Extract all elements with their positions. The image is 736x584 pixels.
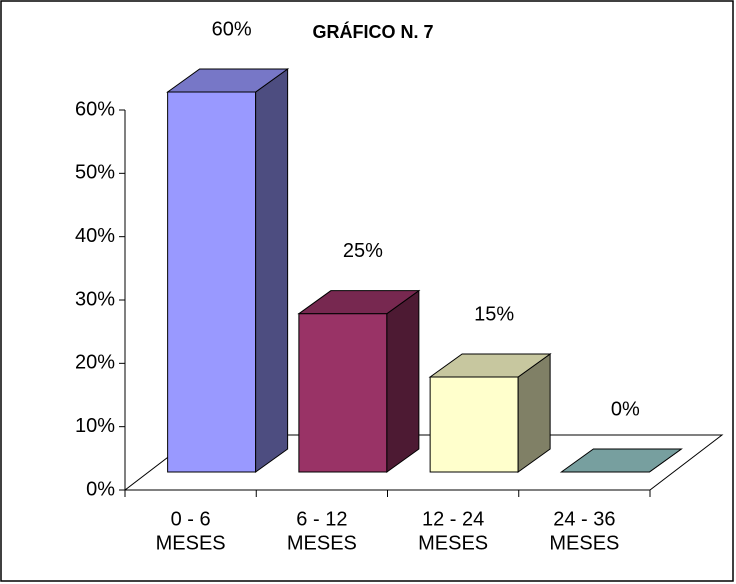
data-label: 0%	[611, 398, 640, 420]
chart-title: GRÁFICO N. 7	[312, 21, 433, 42]
x-tick-label: 6 - 12	[296, 508, 347, 530]
data-label: 60%	[212, 18, 252, 40]
y-tick-label: 60%	[75, 98, 115, 120]
x-tick-label: MESES	[156, 532, 226, 554]
y-tick-label: 0%	[86, 478, 115, 500]
x-tick-label: 12 - 24	[422, 508, 484, 530]
x-tick-label: MESES	[287, 532, 357, 554]
bar-side	[255, 68, 289, 473]
bar-top	[297, 290, 421, 315]
x-tick-label: MESES	[418, 532, 488, 554]
y-tick-label: 10%	[75, 415, 115, 437]
data-label: 15%	[474, 303, 514, 325]
bar-front	[429, 376, 519, 473]
bar-front	[298, 313, 388, 473]
y-tick-label: 50%	[75, 162, 115, 184]
bar-top	[559, 448, 683, 473]
bar-side	[386, 289, 420, 473]
y-tick-label: 20%	[75, 352, 115, 374]
x-tick-label: MESES	[549, 532, 619, 554]
x-tick-label: 0 - 6	[171, 508, 211, 530]
bar-top	[166, 68, 290, 93]
bar-top	[428, 353, 552, 378]
x-tick-label: 24 - 36	[553, 508, 615, 530]
y-tick-label: 40%	[75, 225, 115, 247]
y-tick-label: 30%	[75, 288, 115, 310]
bar-front	[167, 91, 257, 473]
data-label: 25%	[343, 240, 383, 262]
